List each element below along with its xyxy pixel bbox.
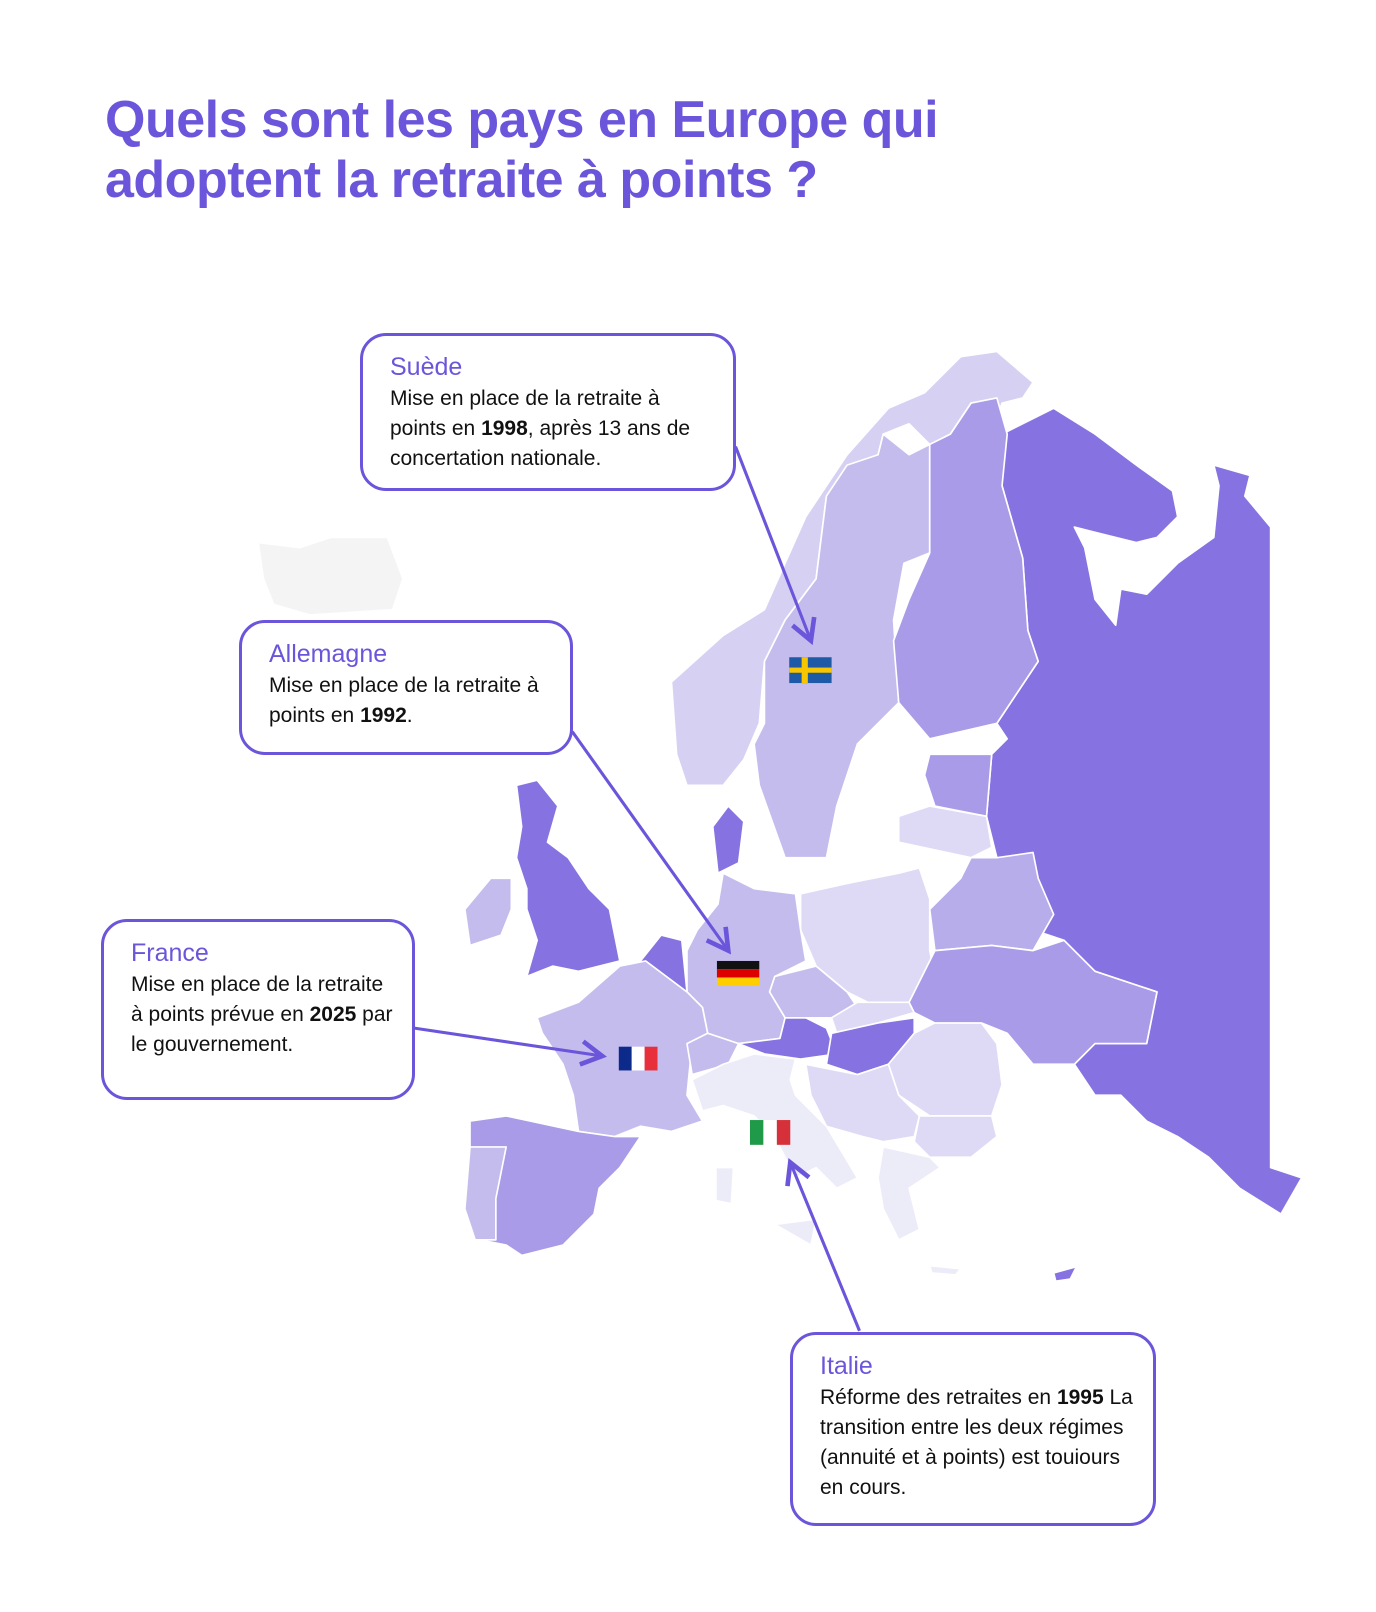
callout-text: Mise en place de la retraite à points pr… <box>131 973 393 1056</box>
country-finland <box>892 397 1040 740</box>
title-line-2: adoptent la retraite à points ? <box>105 151 818 209</box>
callout-title: Suède <box>390 353 463 381</box>
callout-france: France Mise en place de la retraite à po… <box>101 919 415 1100</box>
callout-title: Allemagne <box>269 640 388 668</box>
callout-text: Réforme des retraites en 1995 La transit… <box>820 1386 1133 1499</box>
callout-text: Mise en place de la retraite à points en… <box>390 387 691 470</box>
country-ukraine <box>908 939 1158 1066</box>
italy-flag <box>749 1120 791 1145</box>
country-denmark <box>711 805 745 874</box>
sweden-flag <box>789 657 832 684</box>
country-lithuania <box>897 805 993 859</box>
callout-sweden: Suède Mise en place de la retraite à poi… <box>360 333 736 491</box>
sweden-pointer-arrow <box>734 445 811 641</box>
france-pointer-arrow <box>414 1026 602 1056</box>
country-austria <box>737 1016 838 1060</box>
country-bulgaria <box>913 1115 998 1159</box>
italy-pointer-arrow <box>790 1162 861 1332</box>
germany-flag <box>716 960 760 986</box>
country-belarus <box>928 851 1055 952</box>
crete <box>928 1264 962 1276</box>
country-russia <box>985 407 1303 1215</box>
callout-title: France <box>131 939 209 967</box>
country-uk <box>515 779 621 978</box>
sicily <box>773 1218 817 1246</box>
callout-germany: Allemagne Mise en place de la retraite à… <box>239 620 573 755</box>
country-portugal <box>464 1146 508 1241</box>
country-sweden <box>753 433 931 859</box>
title-line-1: Quels sont les pays en Europe qui <box>105 91 939 149</box>
sardinia <box>715 1166 735 1205</box>
iceland <box>257 536 404 616</box>
germany-pointer-arrow <box>571 730 728 951</box>
france-flag <box>618 1046 658 1071</box>
page-title: Quels sont les pays en Europe qui adopte… <box>105 90 939 210</box>
country-balkans <box>804 1063 921 1143</box>
country-greece <box>877 1146 941 1241</box>
cyprus <box>1052 1265 1078 1283</box>
callout-title: Italie <box>820 1352 873 1380</box>
country-ireland <box>464 877 513 947</box>
callout-italy: Italie Réforme des retraites en 1995 La … <box>790 1332 1156 1526</box>
callout-text: Mise en place de la retraite à points en… <box>269 674 539 727</box>
